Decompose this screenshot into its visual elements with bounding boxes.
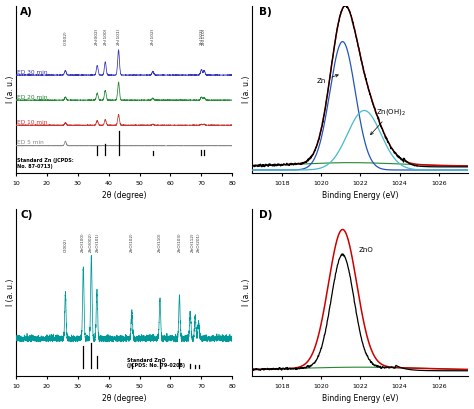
Text: Zn(OH)$_2$: Zn(OH)$_2$ <box>371 107 406 135</box>
Text: Zn(102): Zn(102) <box>151 28 155 45</box>
Text: ED 5 min: ED 5 min <box>18 140 44 145</box>
Text: ED 20 min: ED 20 min <box>18 94 48 100</box>
Y-axis label: I (a. u.): I (a. u.) <box>242 76 251 103</box>
Text: B): B) <box>259 7 271 17</box>
Text: C(002): C(002) <box>64 238 67 252</box>
Text: ZnO(102): ZnO(102) <box>130 233 134 252</box>
X-axis label: 2θ (degree): 2θ (degree) <box>102 191 146 200</box>
Text: A): A) <box>20 7 33 17</box>
Text: ZnO(112): ZnO(112) <box>191 233 195 252</box>
Text: ZnO(101): ZnO(101) <box>96 233 100 252</box>
Text: C): C) <box>20 210 33 220</box>
Text: ZnO(002): ZnO(002) <box>90 233 93 252</box>
Text: Zn(103): Zn(103) <box>200 28 203 45</box>
Y-axis label: I (a. u.): I (a. u.) <box>6 279 15 306</box>
Text: Zn(101): Zn(101) <box>117 28 120 45</box>
Text: Standard ZnO
(JCPDS: No. 79-0208): Standard ZnO (JCPDS: No. 79-0208) <box>127 357 185 369</box>
Text: Zn(002): Zn(002) <box>95 28 99 45</box>
Text: Standard Zn (JCPDS:
No. 87-0713): Standard Zn (JCPDS: No. 87-0713) <box>18 158 74 169</box>
Text: C(002): C(002) <box>64 31 67 45</box>
X-axis label: Binding Energy (eV): Binding Energy (eV) <box>322 394 399 403</box>
Text: ZnO(201): ZnO(201) <box>197 233 201 252</box>
Text: ED 10 min: ED 10 min <box>18 120 48 125</box>
Text: ZnO: ZnO <box>358 247 373 253</box>
X-axis label: Binding Energy (eV): Binding Energy (eV) <box>322 191 399 200</box>
Text: Zn(100): Zn(100) <box>103 28 107 45</box>
Text: Zn: Zn <box>317 74 338 84</box>
Text: D): D) <box>259 210 272 220</box>
Text: ED 30 min: ED 30 min <box>18 70 48 74</box>
Text: ZnO(100): ZnO(100) <box>82 233 85 252</box>
Y-axis label: I (a. u.): I (a. u.) <box>6 76 15 103</box>
Text: ZnO(110): ZnO(110) <box>158 233 162 252</box>
Text: ZnO(103): ZnO(103) <box>177 233 182 252</box>
Text: Zn(110): Zn(110) <box>202 28 206 45</box>
X-axis label: 2θ (degree): 2θ (degree) <box>102 394 146 403</box>
Y-axis label: I (a. u.): I (a. u.) <box>242 279 251 306</box>
